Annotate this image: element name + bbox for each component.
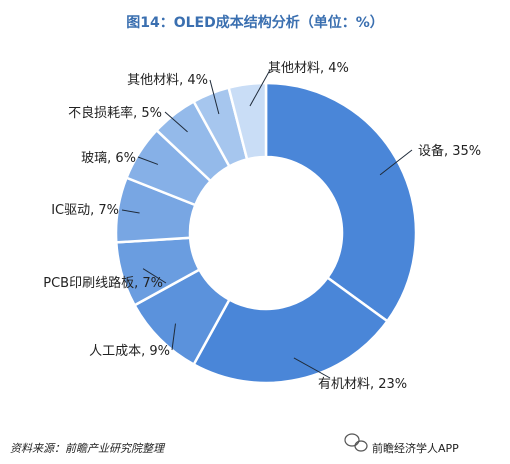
slice-label-8: 其他材料, 4% [127, 73, 208, 88]
slice-label-2: 有机材料, 23% [318, 377, 407, 392]
slice-labels: 设备, 35% 有机材料, 23% 人工成本, 9% PCB印刷线路板, 7% IC驱动… [43, 61, 481, 392]
leader-line-2 [293, 357, 331, 379]
leader-line-1 [379, 149, 413, 176]
source-note: 资料来源：前瞻产业研究院整理 [10, 442, 166, 455]
donut-slices [114, 81, 418, 385]
chart-title: 图14：OLED成本结构分析（单位：%） [126, 14, 384, 31]
slice-label-5: IC驱动, 7% [51, 203, 119, 218]
leader-line-6 [137, 156, 159, 165]
leader-line-9 [249, 69, 271, 107]
slice-label-9: 其他材料, 4% [268, 61, 349, 76]
slice-label-4: PCB印刷线路板, 7% [43, 275, 163, 291]
slice-label-6: 玻璃, 6% [81, 151, 136, 166]
slice-label-1: 设备, 35% [418, 143, 481, 159]
watermark: 前瞻经济学人APP [344, 433, 459, 455]
leader-line-5 [121, 209, 140, 214]
leader-lines [121, 69, 413, 379]
leader-line-8 [209, 79, 220, 115]
slice-label-7: 不良损耗率, 5% [68, 105, 162, 121]
watermark-text: 前瞻经济学人APP [372, 441, 459, 455]
leader-line-7 [164, 111, 188, 133]
slice-label-3: 人工成本, 9% [89, 344, 170, 359]
donut-hole [190, 157, 342, 309]
leader-line-3 [171, 323, 176, 351]
leader-line-4 [142, 268, 167, 284]
wechat-icon [344, 433, 368, 452]
